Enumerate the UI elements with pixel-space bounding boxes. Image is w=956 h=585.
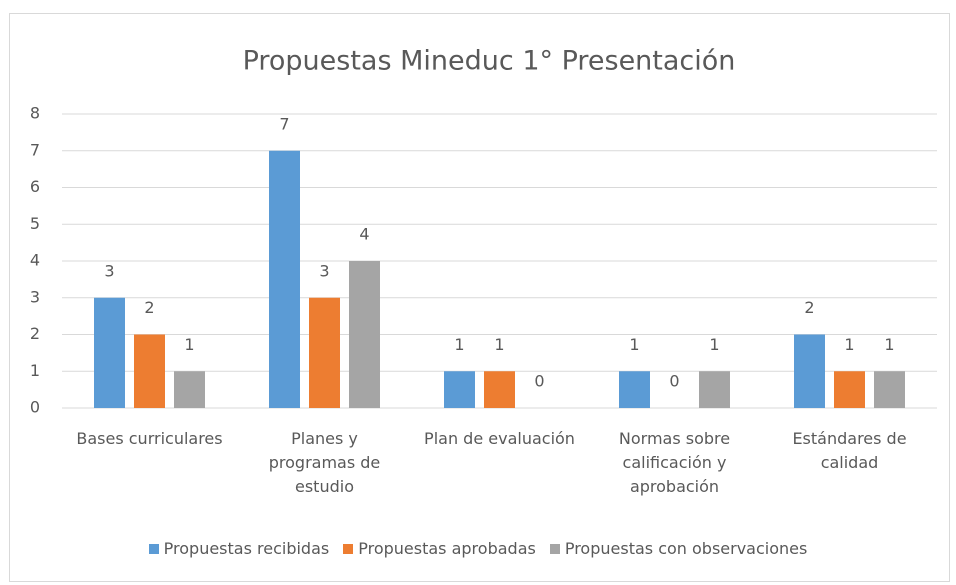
bar xyxy=(619,371,650,408)
legend: Propuestas recibidas Propuestas aprobadas… xyxy=(0,539,956,558)
data-label: 0 xyxy=(534,372,544,391)
x-tick-label: Planes y programas de estudio xyxy=(268,429,381,496)
bar xyxy=(444,371,475,408)
legend-item: Propuestas aprobadas xyxy=(343,539,536,558)
data-label: 1 xyxy=(494,335,504,354)
data-label: 4 xyxy=(359,225,369,244)
bar xyxy=(699,371,730,408)
data-label: 1 xyxy=(454,335,464,354)
bar xyxy=(269,150,300,408)
x-tick-label: Plan de evaluación xyxy=(424,429,575,448)
legend-swatch xyxy=(148,543,159,554)
data-label: 2 xyxy=(144,298,154,317)
data-label: 1 xyxy=(884,335,894,354)
data-label: 3 xyxy=(319,261,329,280)
y-tick-label: 5 xyxy=(30,214,40,233)
y-tick-label: 7 xyxy=(30,140,40,159)
data-label: 1 xyxy=(629,335,639,354)
bar xyxy=(309,297,340,408)
bar xyxy=(174,371,205,408)
bar xyxy=(794,334,825,408)
x-tick-label: Estándares de calidad xyxy=(792,429,907,472)
data-label: 1 xyxy=(709,335,719,354)
x-tick-label: Normas sobre calificación y aprobación xyxy=(618,429,731,496)
bar xyxy=(349,261,380,408)
bar xyxy=(134,334,165,408)
legend-label: Propuestas aprobadas xyxy=(358,539,536,558)
chart-title: Propuestas Mineduc 1° Presentación xyxy=(243,46,736,77)
y-tick-label: 3 xyxy=(30,287,40,306)
y-tick-label: 0 xyxy=(30,398,40,417)
data-label: 0 xyxy=(669,372,679,391)
y-tick-label: 6 xyxy=(30,177,40,196)
data-label: 7 xyxy=(279,114,289,133)
y-tick-label: 4 xyxy=(30,251,40,270)
x-tick-label: Bases curriculares xyxy=(76,429,223,448)
y-tick-label: 1 xyxy=(30,361,40,380)
data-label: 2 xyxy=(804,298,814,317)
bar xyxy=(874,371,905,408)
bar xyxy=(484,371,515,408)
legend-label: Propuestas con observaciones xyxy=(564,539,808,558)
data-label: 1 xyxy=(844,335,854,354)
bar xyxy=(94,297,125,408)
bar xyxy=(834,371,865,408)
data-label: 1 xyxy=(184,335,194,354)
legend-swatch xyxy=(343,543,354,554)
y-tick-label: 2 xyxy=(30,324,40,343)
legend-swatch xyxy=(549,543,560,554)
legend-item: Propuestas recibidas xyxy=(148,539,330,558)
legend-item: Propuestas con observaciones xyxy=(549,539,808,558)
legend-label: Propuestas recibidas xyxy=(163,539,330,558)
y-tick-label: 8 xyxy=(30,104,40,123)
data-label: 3 xyxy=(104,261,114,280)
